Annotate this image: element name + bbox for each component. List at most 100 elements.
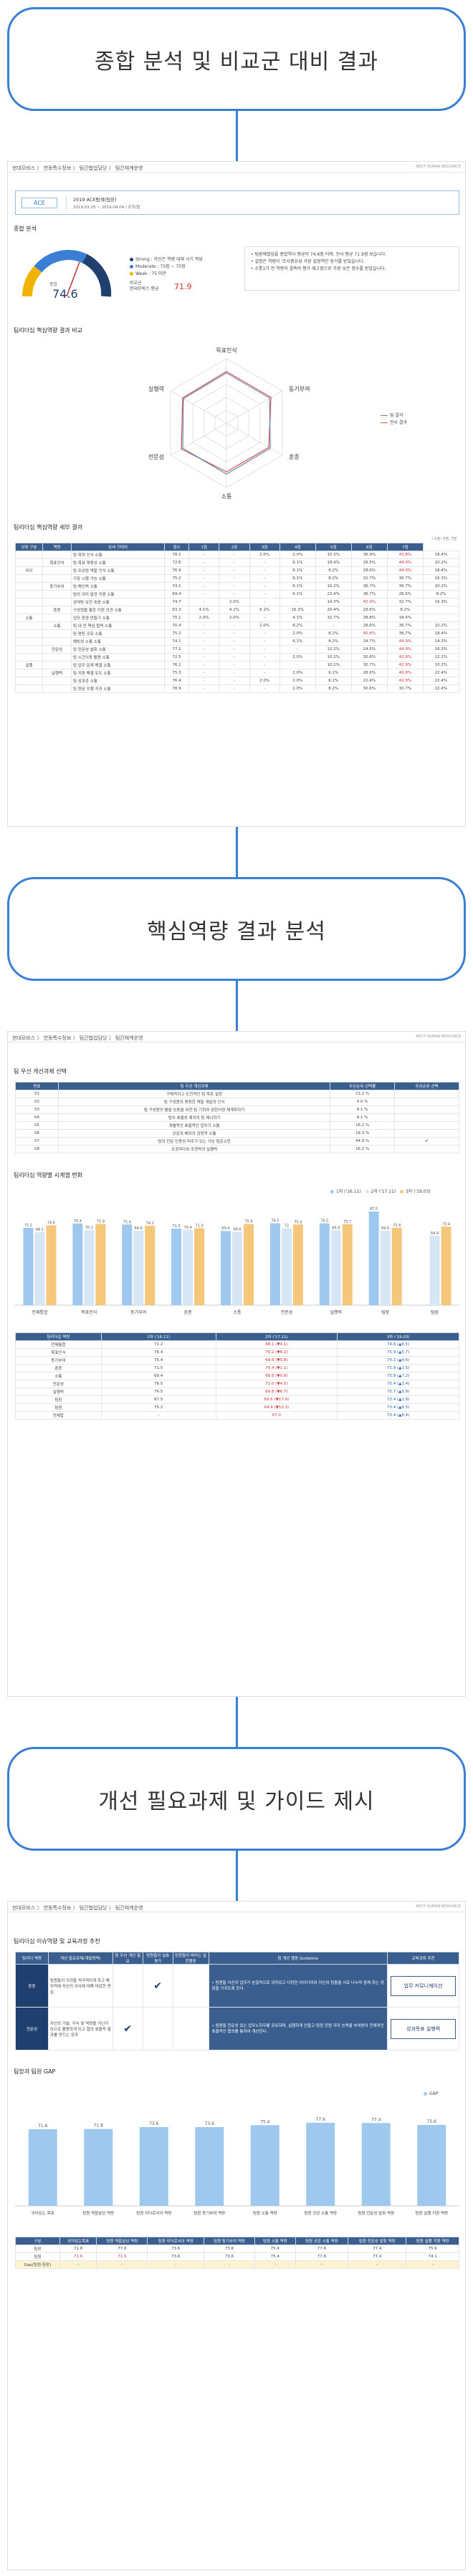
table-cell: 전문성 — [42, 645, 72, 654]
table-row: 목표인식 팀 목표 명확성 소통 72.6- - -6.1% 18.4% 26.5% 44.9… — [15, 558, 460, 567]
table-cell: 18.3 % — [330, 1129, 396, 1138]
table-cell: 73.6 — [147, 2245, 204, 2253]
gap-bar-value: 75.6 — [427, 2119, 437, 2124]
table-cell: 36.7% — [350, 590, 388, 599]
column-header: 팀 우선 개선 필요 — [112, 1952, 143, 1965]
gap-bar — [361, 2123, 391, 2206]
table-row: 02 팀 구성원의 명확한 역할 개발의 인식 0.0 % — [15, 1098, 459, 1106]
trend-bar — [194, 1228, 205, 1305]
table-cell: 2.0% — [249, 677, 280, 685]
trend-bar — [380, 1230, 391, 1305]
gap-category-label: 팀원 리더로서의 역량 — [136, 2210, 171, 2216]
trend-bar-value: 64.9 — [431, 1231, 439, 1236]
trend-bar — [23, 1228, 34, 1305]
table-cell: 32.7% — [315, 614, 352, 622]
table-row: 혼종 71.5 70.4 (▼1.1) 71.9 (▲1.5) — [15, 1364, 459, 1372]
trend-bar-value: 68.6 — [233, 1227, 241, 1231]
table-cell: 73.6 — [203, 2252, 256, 2261]
table-cell: - — [219, 669, 250, 677]
table-cell: - — [188, 637, 220, 646]
table-cell: 36.7% — [386, 629, 424, 638]
course-recommend-button[interactable]: 업무 커뮤니케이션 — [391, 1975, 456, 1996]
table-cell: 70.4 (▼1.1) — [215, 1364, 338, 1372]
table-cell: 6.1% — [315, 677, 352, 685]
trend-bar — [441, 1226, 452, 1305]
column-header: 팀리더 역량 — [15, 1952, 49, 1965]
table-cell: 71.5 — [96, 2252, 148, 2261]
trend-category-label: 팀장 — [381, 1309, 390, 1315]
course-cell: 성과목표 실행력 — [387, 2007, 459, 2050]
table-cell: - — [219, 551, 250, 559]
trend-bar — [368, 1211, 379, 1305]
breadcrumb: 현대모비스 〉 연동특수정보 〉 팀간협업담당 〉 팀간체계운영 — [12, 1905, 143, 1911]
table-cell: - — [249, 629, 280, 638]
table-cell: - — [219, 661, 250, 669]
column-header: 팀원 리더로서의 역량 — [147, 2237, 204, 2245]
table-cell: 16.3% — [422, 645, 460, 654]
table-cell: 69.4 — [164, 590, 189, 599]
table-cell: 22.4% — [422, 677, 460, 685]
table-cell: - — [219, 558, 250, 567]
trend-bar — [183, 1229, 194, 1305]
peer-compare: 비교군 현대모비스 평균 — [130, 281, 159, 291]
table-cell: 16.3% — [279, 606, 316, 614]
table-cell: 리더 — [15, 566, 43, 575]
table-cell: 75.4 — [100, 1356, 216, 1365]
trend-bar — [133, 1230, 144, 1305]
detail-title: 팀리더십 핵심역량 세부 결과 — [14, 524, 82, 531]
gap-category-label: 팀원 역할분담 역량 — [82, 2210, 114, 2216]
column-header: 상세 기대치 — [71, 543, 165, 551]
table-cell: 2.0% — [188, 614, 220, 622]
table-row: 06 공감과 배려의 감정적 소통 18.3 % — [15, 1129, 459, 1138]
gap-bar-chart: 71.6 의미있는 목표 71.8 팀원 역할분담 역량 73.6 팀원 리더로서의 역량… — [15, 2117, 459, 2216]
table-cell — [15, 629, 43, 638]
table-cell: 8.2% — [279, 621, 316, 630]
trend-bar-value: 72.4 — [393, 1224, 401, 1228]
table-row: 동기부여 팀 해인력 소통 74.1- - -6.1% 10.2% 36.7% 36.7% 10… — [15, 582, 460, 591]
table-cell: - — [249, 574, 280, 583]
table-row: 가장 시행 가능 소통 75.2- - -6.1% 8.2% 32.7% 36.7% 16.3… — [15, 574, 460, 583]
table-cell: 70.1 — [164, 614, 189, 622]
table-cell: 69.6 (▼5.8) — [215, 1356, 338, 1365]
table-cell: 팀원 — [15, 1403, 102, 1412]
table-cell: - — [219, 582, 250, 591]
table-row: 08 조곳마다와 조정력의 실행력 16.2 % — [15, 1145, 459, 1153]
table-cell: 75.8 (▲7.2) — [337, 1372, 459, 1380]
table-cell: 2.0% — [279, 653, 316, 662]
trend-bar-value: 76.4 — [74, 1219, 82, 1224]
course-recommend-button[interactable]: 성과목표 실행력 — [391, 2018, 456, 2039]
table-cell: 36.7% — [386, 621, 424, 630]
table-cell: 75.6 — [406, 2245, 459, 2253]
table-row: 팀원 71.6 71.5 73.6 73.6 75.4 77.6 77.4 74.1 — [15, 2252, 459, 2261]
table-row: 실행 팀 업무 문제 해결 소통 76.2- - - -10.2% 30.7% 42.9% 10… — [15, 661, 460, 669]
table-cell: 팀 구성원의 명확한 역할 개발의 인식 — [57, 1098, 331, 1106]
table-cell: 8.2% — [315, 574, 352, 583]
table-cell: 팀 평등 공유 소통 — [71, 629, 165, 638]
table-cell — [15, 637, 43, 646]
table-cell: - — [188, 590, 220, 599]
table-cell: 구체적이고 도전적인 팀 목표 설정 — [57, 1090, 331, 1098]
table-cell: 70.4 — [164, 621, 189, 630]
table-cell: 팀 해인력 소통 — [71, 582, 165, 591]
table-cell: - — [249, 590, 280, 599]
table-cell: 28.6% — [350, 566, 388, 575]
trend-bar — [122, 1224, 133, 1305]
gap-bar-value: 75.4 — [260, 2119, 270, 2124]
table-cell: 71.9 (▲1.5) — [337, 1364, 459, 1372]
table-cell: 75.3 — [164, 669, 189, 677]
gap-bar — [139, 2126, 168, 2206]
table-cell: 2.0% — [249, 621, 280, 630]
table-row: 전체합 -67.0 73.4 (▲6.4) — [15, 1411, 459, 1420]
table-cell: 2.0% — [279, 551, 316, 559]
table-cell: 12.2% — [315, 645, 352, 654]
trend-bar — [232, 1231, 242, 1305]
table-cell: 44.9% — [386, 558, 424, 567]
banner-title: 개선 필요과제 및 가이드 제시 — [98, 1788, 375, 1814]
table-cell: 혼종 — [42, 606, 72, 614]
check-icon — [394, 1105, 459, 1114]
trend-bar-value: 74.2 — [146, 1221, 154, 1226]
column-header: 팀원 역할분담 역량 — [96, 2237, 148, 2245]
check-icon — [394, 1113, 459, 1122]
table-cell: 팀원 — [15, 2252, 60, 2261]
table-cell: 18.4% — [422, 629, 460, 638]
